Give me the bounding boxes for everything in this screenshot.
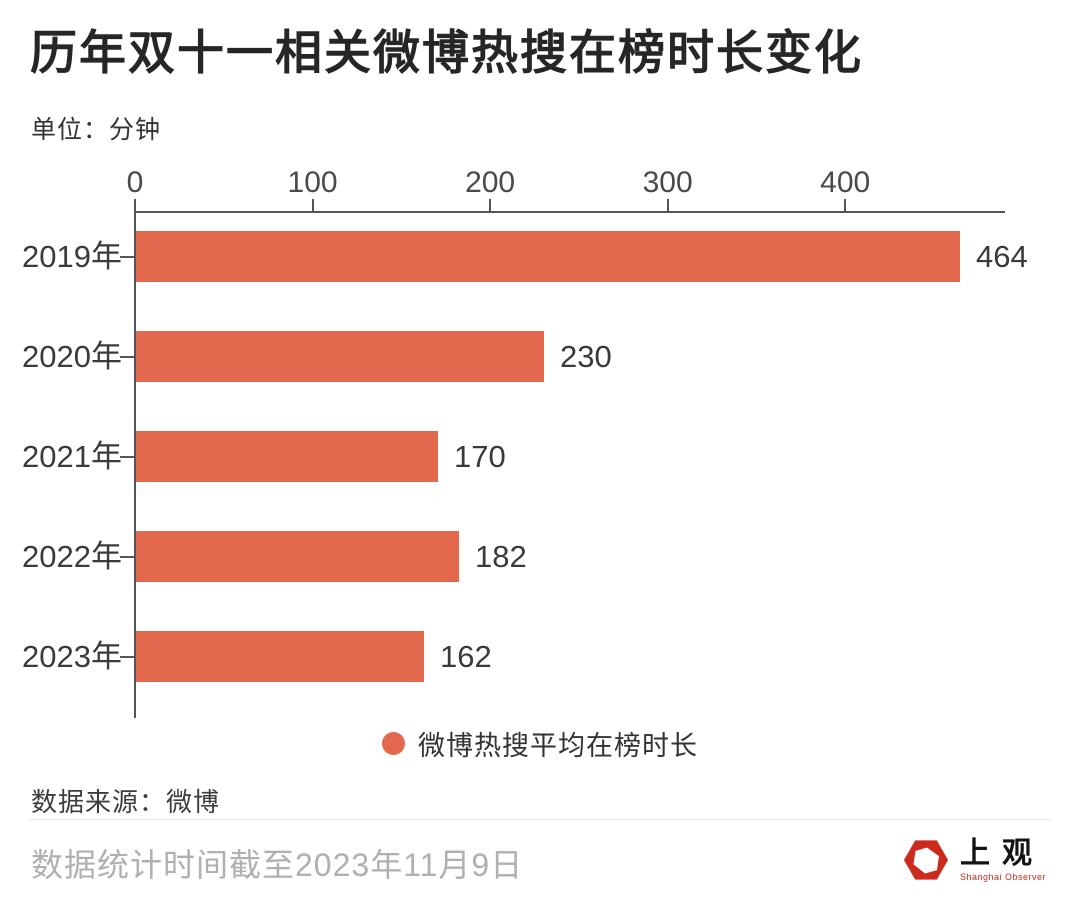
x-axis-tick-label: 300 xyxy=(642,166,693,199)
y-axis-tick-mark xyxy=(120,456,135,458)
bar-value-label: 162 xyxy=(440,639,492,674)
y-axis-line xyxy=(134,199,136,718)
y-axis-tick-mark xyxy=(120,356,135,358)
y-axis-tick-mark xyxy=(120,656,135,658)
bar xyxy=(136,531,459,582)
shanghai-observer-logo: 上观 Shanghai Observer xyxy=(902,836,1046,884)
bar xyxy=(136,631,424,682)
bar xyxy=(136,331,544,382)
x-axis-tick-mark xyxy=(666,199,669,212)
y-axis-label: 2019年 xyxy=(22,239,122,274)
unit-label: 单位：分钟 xyxy=(31,116,162,144)
y-axis-label: 2023年 xyxy=(22,639,122,674)
legend: 微博热搜平均在榜时长 xyxy=(0,724,1080,762)
hexagon-nut-icon xyxy=(903,840,949,880)
legend-marker-dot xyxy=(382,731,405,755)
bar-value-label: 170 xyxy=(454,439,506,474)
x-axis-tick-label: 200 xyxy=(465,166,516,199)
x-axis-line xyxy=(134,211,1005,213)
x-axis-tick-label: 0 xyxy=(126,166,144,199)
y-axis-label: 2022年 xyxy=(22,539,122,574)
x-axis-tick-label: 100 xyxy=(287,166,338,199)
y-axis-tick-mark xyxy=(120,256,135,258)
bar-value-label: 464 xyxy=(976,239,1028,274)
footer-note: 数据统计时间截至2023年11月9日 xyxy=(31,847,524,883)
y-axis-tick-mark xyxy=(120,556,135,558)
bar-value-label: 230 xyxy=(560,339,612,374)
y-axis-label: 2021年 xyxy=(22,439,122,474)
chart-title: 历年双十一相关微博热搜在榜时长变化 xyxy=(30,26,863,79)
y-axis-label: 2020年 xyxy=(22,339,122,374)
legend-label: 微博热搜平均在榜时长 xyxy=(418,730,698,761)
x-axis-tick-label: 400 xyxy=(820,166,871,199)
divider-line xyxy=(30,819,1050,820)
x-axis-tick-mark xyxy=(311,199,314,212)
x-axis-tick-mark xyxy=(844,199,847,212)
bar-value-label: 182 xyxy=(475,539,527,574)
logo-subtitle: Shanghai Observer xyxy=(959,872,1046,882)
x-axis-tick-mark xyxy=(489,199,492,212)
logo-name: 上观 xyxy=(959,837,1044,870)
data-source: 数据来源：微博 xyxy=(31,787,221,817)
logo-text-block: 上观 Shanghai Observer xyxy=(959,837,1046,883)
bar xyxy=(136,231,960,282)
bar xyxy=(136,431,438,482)
